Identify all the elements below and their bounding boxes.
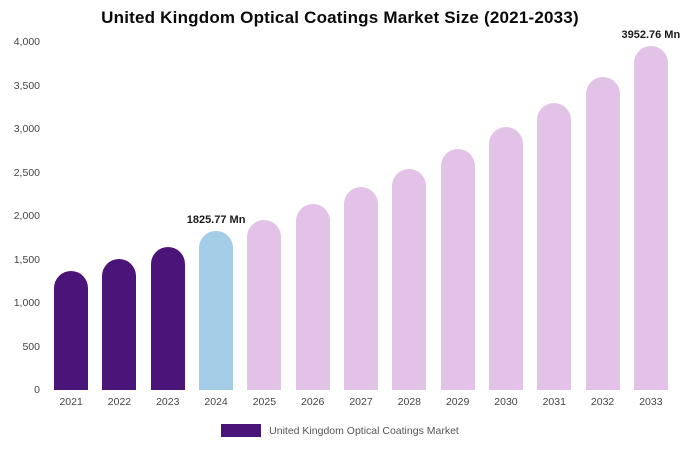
- y-tick-label: 4,000: [13, 36, 40, 48]
- bar-2032: [585, 77, 620, 390]
- x-tick-label-2024: 2024: [204, 396, 228, 408]
- y-tick-label: 0: [34, 384, 40, 396]
- bar-2033: [633, 46, 668, 390]
- bar-2021: [54, 271, 89, 390]
- bar-slot-2021: [47, 42, 95, 390]
- x-tick-label-2031: 2031: [542, 396, 566, 408]
- x-tick-label-2030: 2030: [494, 396, 518, 408]
- x-tick-label-2032: 2032: [590, 396, 615, 408]
- plot-area: [47, 42, 675, 390]
- y-tick-label: 1,000: [13, 297, 40, 309]
- bar-2026: [295, 204, 330, 390]
- y-tick-label: 3,500: [13, 79, 40, 92]
- bar-slot-2025: [240, 42, 288, 390]
- y-tick-label: 1,500: [13, 253, 40, 266]
- bar-2027: [344, 187, 379, 390]
- bar-slot-2033: [627, 42, 675, 390]
- bar-slot-2027: [337, 42, 385, 390]
- bar-2028: [392, 169, 427, 390]
- bar-slot-2031: [530, 42, 578, 390]
- y-tick-label: 2,000: [13, 210, 40, 222]
- x-tick-label-2029: 2029: [445, 396, 470, 408]
- bar-2023: [150, 247, 185, 390]
- bar-slot-2028: [385, 42, 433, 390]
- bar-2029: [440, 149, 475, 390]
- chart-title: United Kingdom Optical Coatings Market S…: [101, 8, 579, 27]
- bar-slot-2030: [482, 42, 530, 390]
- legend-swatch: [221, 424, 262, 437]
- bar-2030: [488, 127, 523, 390]
- x-tick-label-2026: 2026: [301, 396, 325, 408]
- x-tick-label-2025: 2025: [252, 396, 277, 408]
- bar-2022: [102, 259, 137, 390]
- x-tick-label-2028: 2028: [397, 396, 422, 408]
- legend: United Kingdom Optical Coatings Market: [0, 424, 680, 437]
- y-tick-label: 2,500: [13, 166, 40, 179]
- y-tick-label: 3,000: [13, 123, 40, 135]
- bar-slot-2022: [95, 42, 143, 390]
- y-tick-label: 500: [22, 340, 40, 353]
- x-axis: 2021 2022 2023 2024 2025 2026 2027 2028 2029 2030…: [47, 396, 675, 408]
- legend-label: United Kingdom Optical Coatings Market: [269, 424, 459, 437]
- bar-2024: [199, 231, 234, 390]
- bar-slot-2026: [289, 42, 337, 390]
- x-tick-label-2021: 2021: [59, 396, 83, 408]
- bar-2025: [247, 220, 282, 390]
- x-tick-label-2033: 2033: [639, 396, 663, 408]
- x-tick-label-2022: 2022: [107, 396, 132, 408]
- data-label-2033: 3952.76 Mn: [621, 29, 680, 42]
- bar-slot-2023: [144, 42, 192, 390]
- bar-slot-2032: [578, 42, 626, 390]
- bar-2031: [537, 103, 572, 390]
- y-axis: 0 500 1,000 1,500 2,000 2,500 3,000 3,500 4,000: [0, 0, 42, 450]
- bar-slot-2029: [434, 42, 482, 390]
- x-tick-label-2023: 2023: [156, 396, 180, 408]
- bar-slot-2024: [192, 42, 240, 390]
- data-label-2024: 1825.77 Mn: [186, 214, 246, 227]
- x-tick-label-2027: 2027: [349, 396, 373, 408]
